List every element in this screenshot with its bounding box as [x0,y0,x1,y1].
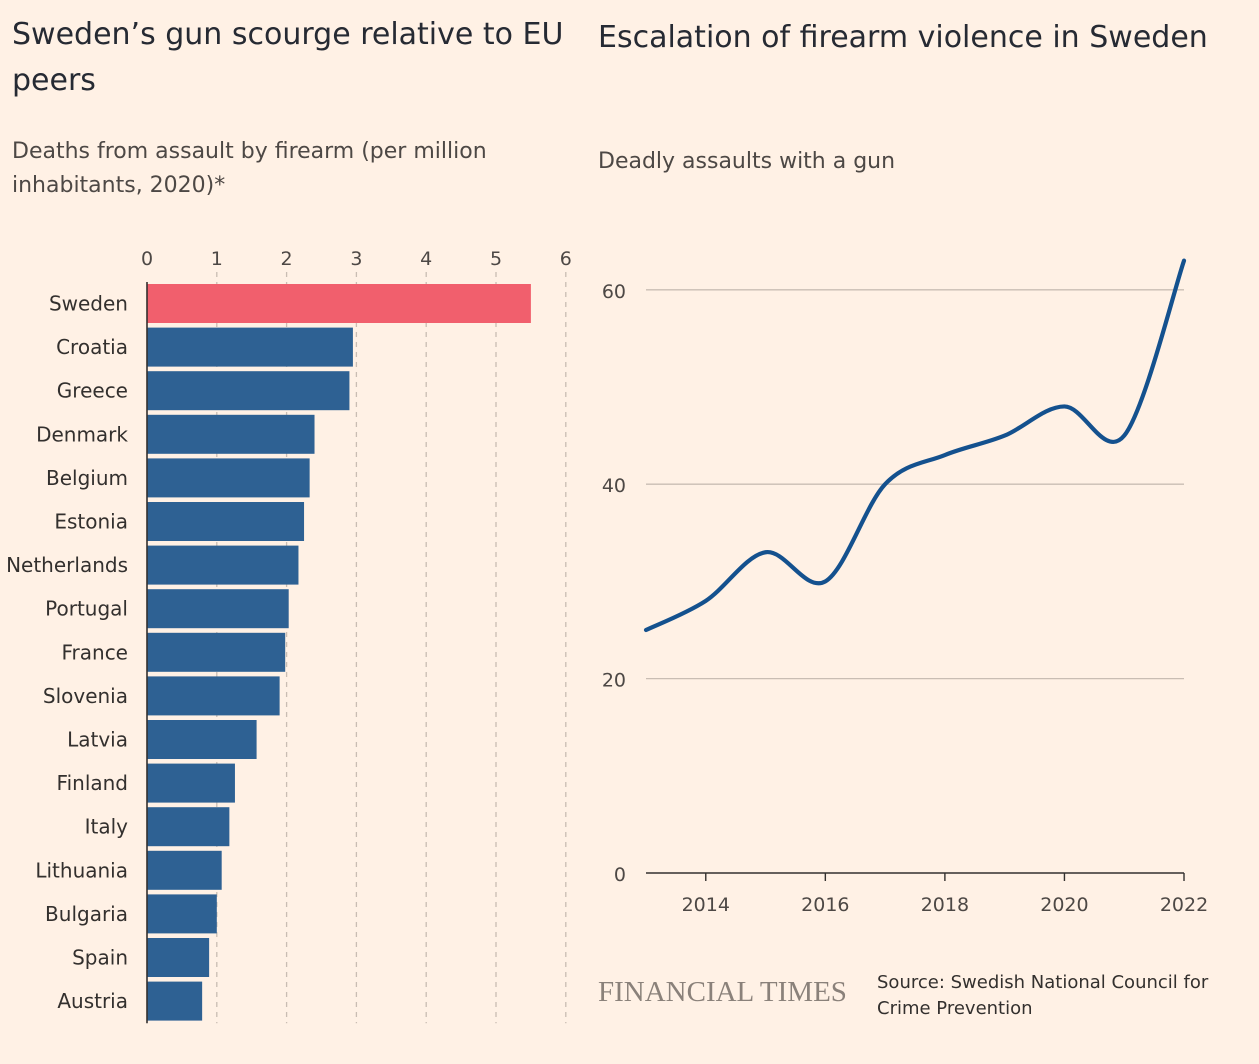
bar-x-tick-4: 4 [420,248,432,270]
bar-label-bulgaria: Bulgaria [45,902,128,926]
line-x-tick-2016: 2016 [801,894,849,916]
bar-label-latvia: Latvia [67,728,128,752]
bar-x-tick-1: 1 [211,248,223,270]
left-chart-title: Sweden’s gun scourge relative to EU peer… [12,17,564,98]
line-y-tick-40: 40 [602,475,626,497]
line-x-tick-2020: 2020 [1040,894,1088,916]
bar-label-greece: Greece [57,379,128,403]
bar-spain [147,938,210,977]
bar-x-tick-0: 0 [141,248,153,270]
bar-x-tick-3: 3 [350,248,362,270]
bar-label-austria: Austria [57,989,128,1013]
line-y-tick-60: 60 [602,281,626,303]
bar-latvia [147,720,257,759]
bar-sweden [147,284,531,323]
bar-label-spain: Spain [72,946,128,970]
line-x-tick-2022: 2022 [1160,894,1208,916]
series-line [643,258,1187,633]
bar-label-slovenia: Slovenia [43,684,128,708]
bar-bulgaria [147,894,217,934]
bar-estonia [147,502,305,541]
line-x-tick-2014: 2014 [682,894,730,916]
bar-france [147,632,286,672]
bar-label-lithuania: Lithuania [35,858,128,882]
bar-label-netherlands: Netherlands [6,553,128,577]
bar-italy [147,807,230,847]
bar-label-france: France [61,640,128,664]
line-x-tick-2018: 2018 [921,894,969,916]
bar-portugal [147,589,289,629]
bar-label-italy: Italy [85,815,129,839]
line-y-tick-20: 20 [602,670,626,692]
bar-greece [147,371,350,411]
right-chart-title: Escalation of firearm violence in Sweden [598,20,1208,55]
bar-label-estonia: Estonia [54,510,128,534]
bar-croatia [147,327,353,367]
bar-x-tick-6: 6 [560,248,572,270]
bar-slovenia [147,676,280,716]
bar-x-tick-2: 2 [281,248,293,270]
bar-label-denmark: Denmark [36,422,128,446]
line-chart: 0 20 40 60 2014 2016 2018 2020 2022 [602,258,1208,916]
left-chart-subtitle: Deaths from assault by firearm (per mill… [12,139,487,198]
bar-finland [147,763,235,803]
bar-label-croatia: Croatia [56,335,128,359]
bar-lithuania [147,850,222,890]
bar-label-sweden: Sweden [49,292,128,316]
bar-label-finland: Finland [57,771,128,795]
bar-belgium [147,458,310,498]
bar-label-portugal: Portugal [45,597,128,621]
ft-logo: FINANCIAL TIMES [598,976,847,1008]
bar-x-tick-5: 5 [490,248,502,270]
bar-chart: 0 1 2 3 4 5 6 Sweden Croatia Greece Denmark Belgium… [6,248,572,1024]
bar-austria [147,981,203,1021]
bar-netherlands [147,545,299,585]
line-y-tick-0: 0 [614,864,626,886]
right-chart-subtitle: Deadly assaults with a gun [598,149,896,174]
bar-label-belgium: Belgium [46,466,128,490]
bar-denmark [147,414,315,454]
source-note: Source: Swedish National Council for Cri… [877,972,1209,1019]
